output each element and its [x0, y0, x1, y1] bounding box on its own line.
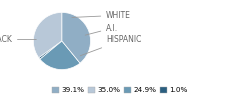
Text: HISPANIC: HISPANIC: [80, 35, 142, 56]
Wedge shape: [62, 12, 90, 63]
Text: BLACK: BLACK: [0, 35, 36, 44]
Wedge shape: [40, 41, 80, 70]
Legend: 39.1%, 35.0%, 24.9%, 1.0%: 39.1%, 35.0%, 24.9%, 1.0%: [49, 84, 191, 96]
Text: WHITE: WHITE: [72, 11, 131, 20]
Wedge shape: [33, 12, 62, 58]
Text: A.I.: A.I.: [85, 24, 118, 35]
Wedge shape: [39, 41, 62, 59]
